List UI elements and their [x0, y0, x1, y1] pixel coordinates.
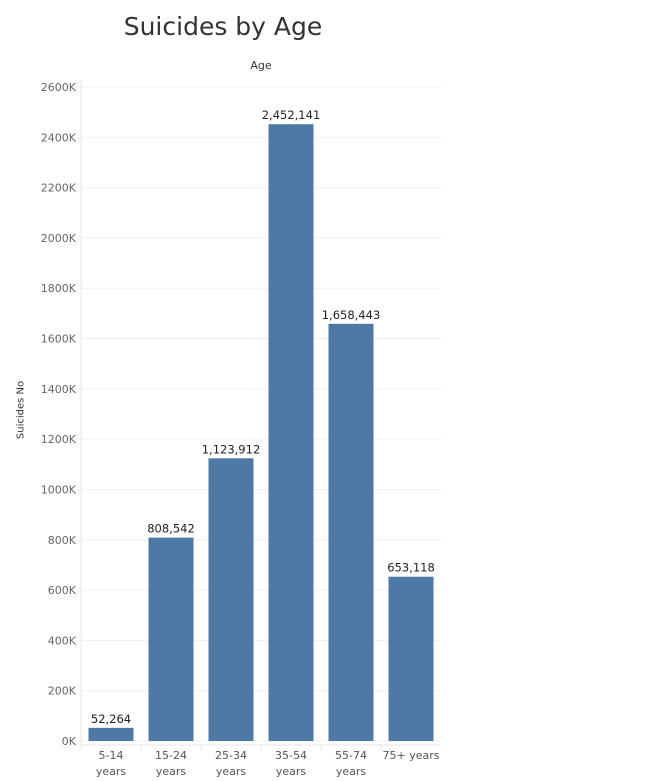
x-tick-label: 5-14	[99, 749, 124, 762]
bar	[88, 727, 134, 741]
y-tick-label: 1800K	[41, 282, 77, 295]
y-tick-label: 1400K	[41, 383, 77, 396]
chart-title: Suicides by Age	[123, 12, 323, 41]
x-tick-label: years	[96, 765, 127, 778]
x-tick-label: years	[336, 765, 367, 778]
y-tick-label: 400K	[48, 634, 77, 647]
data-label: 52,264	[91, 712, 131, 726]
x-tick-label: 35-54	[275, 749, 307, 762]
x-tick-label: 75+ years	[383, 749, 440, 762]
x-tick-label: 55-74	[335, 749, 367, 762]
data-label: 2,452,141	[262, 108, 321, 122]
y-tick-label: 2400K	[41, 131, 77, 144]
data-label: 653,118	[387, 561, 435, 575]
x-tick-label: years	[216, 765, 247, 778]
y-tick-label: 0K	[62, 735, 77, 748]
data-label: 1,123,912	[202, 442, 261, 456]
bar	[148, 537, 194, 741]
y-tick-label: 800K	[48, 534, 77, 547]
data-label: 808,542	[147, 522, 195, 536]
bar	[208, 458, 254, 741]
y-tick-label: 200K	[48, 685, 77, 698]
y-tick-label: 2600K	[41, 81, 77, 94]
x-tick-label: years	[276, 765, 307, 778]
y-tick-label: 1000K	[41, 483, 77, 496]
y-tick-label: 600K	[48, 584, 77, 597]
x-tick-label: 15-24	[155, 749, 187, 762]
data-label: 1,658,443	[322, 308, 381, 322]
y-tick-label: 1200K	[41, 433, 77, 446]
bar	[388, 576, 434, 741]
x-tick-label: 25-34	[215, 749, 247, 762]
x-tick-label: years	[156, 765, 187, 778]
y-tick-label: 2200K	[41, 182, 77, 195]
bar	[328, 323, 374, 741]
y-tick-label: 2000K	[41, 232, 77, 245]
y-tick-label: 1600K	[41, 333, 77, 346]
x-axis-header: Age	[250, 59, 272, 72]
bar	[268, 124, 314, 742]
